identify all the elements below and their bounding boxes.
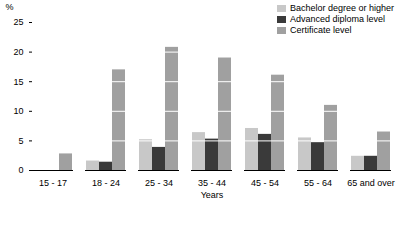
- svg-text:Years: Years: [201, 190, 224, 200]
- svg-text:15 - 17: 15 - 17: [39, 178, 67, 188]
- svg-text:0: 0: [18, 165, 23, 175]
- svg-text:55 - 64: 55 - 64: [304, 178, 332, 188]
- svg-text:45 - 54: 45 - 54: [251, 178, 279, 188]
- html-text:Bachelor degree or higher: Bachelor degree or higher: [289, 3, 394, 13]
- svg-text:%: %: [6, 2, 14, 12]
- html-text:Advanced diploma level: Advanced diploma level: [289, 14, 385, 24]
- svg-text:10: 10: [13, 106, 23, 116]
- svg-text:5: 5: [18, 136, 23, 146]
- html-text:Certificate level: Certificate level: [289, 25, 352, 35]
- svg-text:35 - 44: 35 - 44: [198, 178, 226, 188]
- svg-text:20: 20: [13, 47, 23, 57]
- svg-text:18 - 24: 18 - 24: [92, 178, 120, 188]
- svg-text:15: 15: [13, 77, 23, 87]
- svg-text:25: 25: [13, 17, 23, 27]
- svg-text:65 and over: 65 and over: [347, 178, 395, 188]
- svg-text:25 - 34: 25 - 34: [145, 178, 173, 188]
